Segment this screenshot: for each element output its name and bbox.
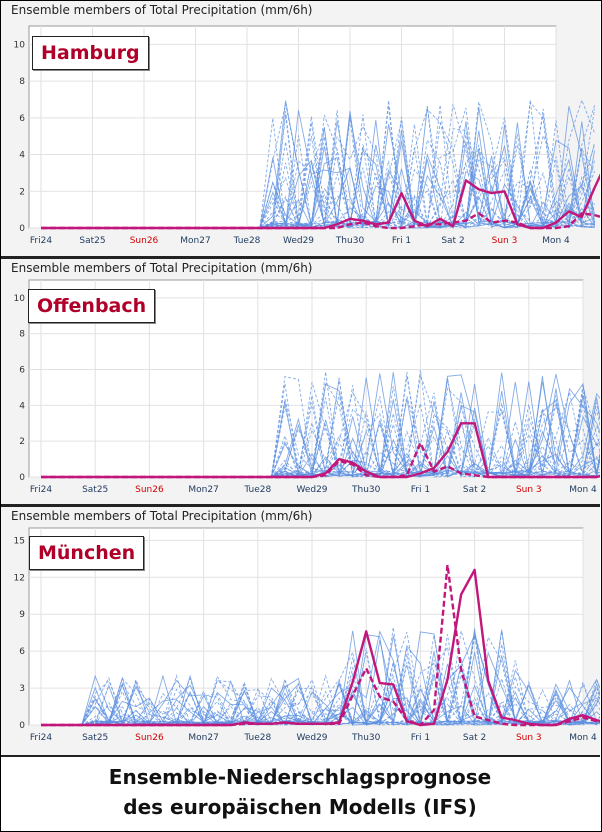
city-label-box: München [29, 536, 145, 570]
y-tick-label: 0 [19, 473, 25, 483]
x-tick-label: Thu30 [351, 733, 381, 743]
y-tick-label: 0 [19, 224, 25, 234]
x-tick-label: Mon27 [188, 485, 218, 495]
ensemble-member-line [41, 674, 600, 726]
ensemble-member-line [41, 651, 600, 726]
y-tick-label: 10 [14, 294, 26, 304]
ensemble-member-line [41, 632, 600, 726]
x-tick-label: Tue28 [233, 236, 261, 246]
x-tick-label: Mon 4 [569, 733, 597, 743]
panel-title: Ensemble members of Total Precipitation … [11, 3, 313, 17]
panel-divider [1, 256, 600, 259]
y-tick-label: 8 [19, 330, 25, 340]
x-tick-label: Sat25 [82, 733, 108, 743]
x-tick-label: Mon 4 [542, 236, 570, 246]
x-tick-label: Thu30 [335, 236, 365, 246]
x-tick-label: Tue28 [243, 485, 271, 495]
ensemble-member-line [41, 631, 600, 726]
y-tick-label: 15 [14, 536, 25, 546]
x-tick-label: Sun26 [135, 733, 164, 743]
x-tick-label: Sat25 [79, 236, 105, 246]
x-tick-label: Fri24 [30, 485, 52, 495]
y-tick-label: 3 [19, 684, 25, 694]
x-tick-label: Sat 2 [463, 485, 486, 495]
city-label: Hamburg [41, 42, 140, 64]
panel-offenbach: Ensemble members of Total Precipitation … [1, 259, 600, 504]
x-tick-label: Sun26 [135, 485, 164, 495]
x-tick-label: Wed29 [296, 733, 327, 743]
city-label-box: Hamburg [32, 36, 149, 70]
x-tick-label: Sun26 [130, 236, 159, 246]
ensemble-member-line [41, 653, 600, 726]
y-tick-label: 6 [19, 647, 25, 657]
x-tick-label: Fri 1 [411, 485, 430, 495]
panel-muenchen: Ensemble members of Total Precipitation … [1, 507, 600, 755]
y-tick-label: 4 [19, 401, 25, 411]
x-tick-label: Sat 2 [441, 236, 464, 246]
x-tick-label: Sun 3 [516, 733, 542, 743]
y-tick-label: 12 [14, 573, 25, 583]
panel-title: Ensemble members of Total Precipitation … [11, 509, 313, 523]
x-tick-label: Tue28 [243, 733, 271, 743]
city-label: München [38, 542, 136, 564]
y-tick-label: 2 [19, 187, 25, 197]
control-run-line [41, 563, 600, 727]
panel-hamburg: Ensemble members of Total Precipitation … [1, 1, 600, 256]
x-tick-label: Fri24 [30, 236, 52, 246]
y-tick-label: 9 [19, 610, 25, 620]
city-label-box: Offenbach [28, 289, 156, 323]
x-tick-label: Sat 2 [463, 733, 486, 743]
y-tick-label: 4 [19, 151, 25, 161]
x-tick-label: Wed29 [296, 485, 327, 495]
x-tick-label: Sun 3 [492, 236, 518, 246]
x-tick-label: Sat25 [82, 485, 108, 495]
x-tick-label: Fri 1 [411, 733, 430, 743]
panel-title: Ensemble members of Total Precipitation … [11, 261, 313, 275]
y-tick-label: 6 [19, 114, 25, 124]
panel-divider [1, 504, 600, 507]
city-label: Offenbach [37, 295, 147, 317]
x-tick-label: Fri24 [30, 733, 52, 743]
y-tick-label: 2 [19, 437, 25, 447]
x-tick-label: Fri 1 [392, 236, 411, 246]
x-tick-label: Mon27 [188, 733, 218, 743]
x-tick-label: Wed29 [283, 236, 314, 246]
panel-divider [1, 755, 600, 757]
ensemble-member-line [41, 645, 600, 726]
control-run-line [41, 441, 600, 479]
x-tick-label: Thu30 [351, 485, 381, 495]
control-run-line [41, 212, 600, 230]
x-tick-label: Mon27 [180, 236, 210, 246]
caption-line-2: des europäischen Modells (IFS) [123, 795, 477, 819]
x-tick-label: Sun 3 [516, 485, 542, 495]
x-tick-label: Mon 4 [569, 485, 597, 495]
ensemble-member-line [41, 627, 600, 726]
y-tick-label: 0 [19, 721, 25, 731]
y-tick-label: 6 [19, 366, 25, 376]
figure-caption: Ensemble-Niederschlagsprognose des europ… [0, 762, 600, 822]
caption-line-1: Ensemble-Niederschlagsprognose [108, 765, 492, 789]
y-tick-label: 8 [19, 77, 25, 87]
y-tick-label: 10 [14, 40, 26, 50]
